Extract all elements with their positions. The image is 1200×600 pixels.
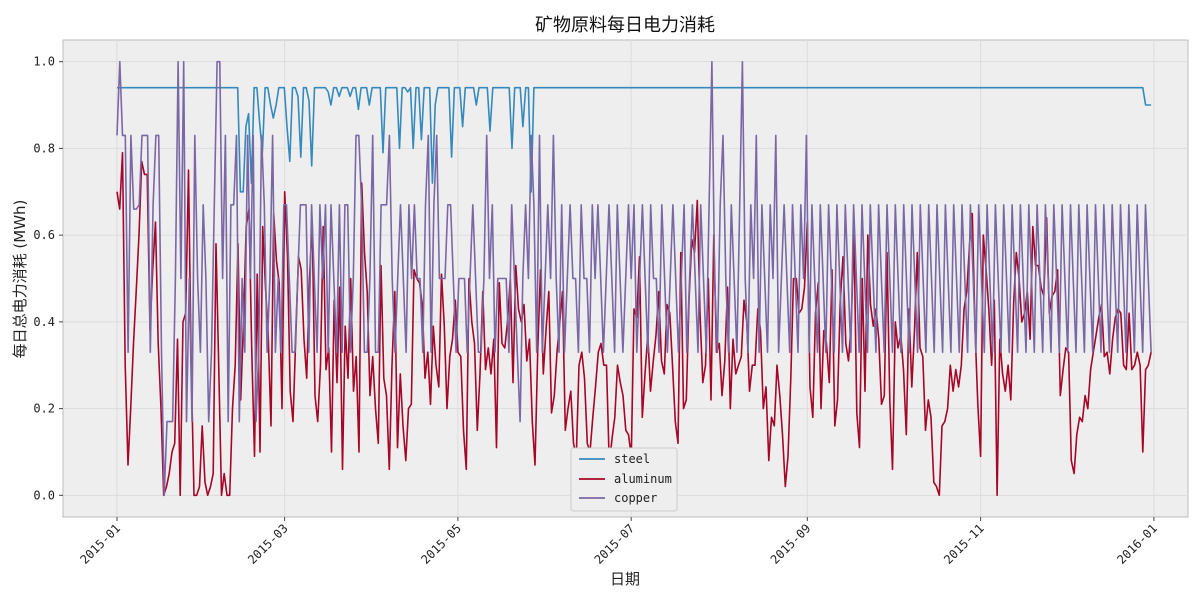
y-tick-label: 1.0 [33, 55, 55, 69]
chart-title: 矿物原料每日电力消耗 [535, 15, 715, 36]
series-layer [116, 60, 1152, 497]
y-tick-label: 0.2 [33, 402, 55, 416]
y-tick-label: 0.8 [33, 141, 55, 155]
y-axis-ticks: 0.0 0.2 0.4 0.6 0.8 1.0 [33, 55, 63, 502]
y-tick-label: 0.4 [33, 315, 55, 329]
legend: steel aluminum copper [570, 447, 678, 512]
y-axis-label: 每日总电力消耗 (MWh) [11, 200, 29, 359]
y-tick-label: 0.6 [33, 228, 55, 242]
legend-label-steel: steel [614, 452, 650, 466]
legend-label-aluminum: aluminum [614, 472, 672, 486]
x-axis-label: 日期 [610, 570, 640, 588]
y-tick-label: 0.0 [33, 488, 55, 502]
series-line-copper [116, 60, 1152, 497]
legend-label-copper: copper [614, 491, 657, 505]
series-line-steel [117, 86, 1152, 193]
series-line-aluminum [116, 151, 1152, 497]
legend-frame [570, 447, 678, 512]
